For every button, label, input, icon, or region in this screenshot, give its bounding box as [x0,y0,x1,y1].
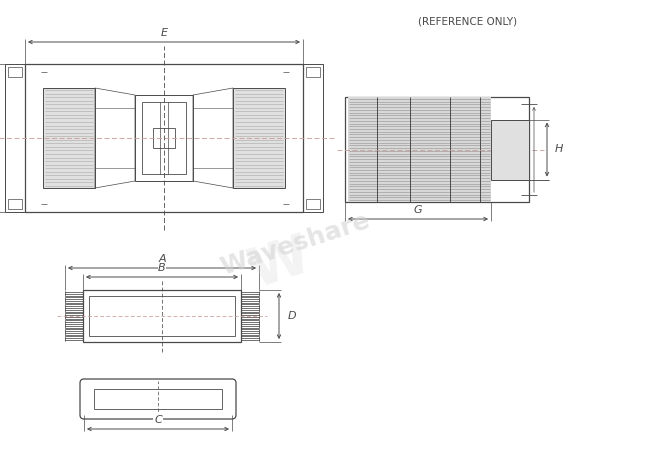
Bar [306,199,320,209]
Bar [153,128,175,148]
Bar [303,64,323,212]
Bar [306,67,320,77]
Bar [5,64,25,212]
Text: G: G [414,205,422,215]
Bar [25,64,303,212]
Bar [233,88,285,188]
Text: W: W [242,229,317,299]
Text: H: H [555,145,564,154]
Text: B: B [158,263,166,273]
Bar [89,296,235,336]
Text: E: E [161,28,168,38]
Text: A: A [158,254,166,264]
Text: D: D [288,311,296,321]
Text: Waveshare: Waveshare [217,208,373,280]
Bar [94,389,222,409]
Bar [135,95,193,181]
FancyBboxPatch shape [80,379,236,419]
Text: (REFERENCE ONLY): (REFERENCE ONLY) [419,17,518,27]
Text: C: C [154,415,162,425]
Bar [491,119,529,180]
Bar [83,290,241,342]
Bar [8,199,22,209]
Bar [345,97,529,202]
Bar [43,88,95,188]
Bar [142,102,186,174]
Bar [348,97,491,202]
Bar [8,67,22,77]
